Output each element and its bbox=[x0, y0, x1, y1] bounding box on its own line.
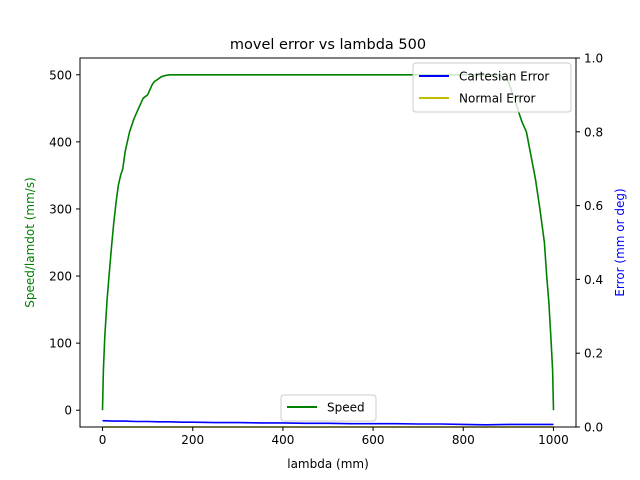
right-tick-label-0.6: 0.6 bbox=[584, 199, 603, 213]
left-tick-label-0: 0 bbox=[64, 404, 72, 418]
x-tick-label-1000: 1000 bbox=[538, 433, 569, 447]
right-tick-label-0.4: 0.4 bbox=[584, 273, 603, 287]
series-line-cartesian-error bbox=[102, 419, 554, 426]
left-tick-label-400: 400 bbox=[49, 135, 72, 149]
left-tick-label-200: 200 bbox=[49, 270, 72, 284]
right-tick-label-0: 0.0 bbox=[584, 421, 603, 435]
right-axis-ticks: 0.0 0.2 0.4 0.6 0.8 1.0 bbox=[576, 52, 603, 435]
series-line-speed bbox=[101, 74, 555, 411]
legend-upper: Cartesian Error Normal Error bbox=[412, 62, 572, 113]
legend-cartesian-label: Cartesian Error bbox=[459, 70, 549, 84]
left-tick-label-500: 500 bbox=[49, 68, 72, 82]
chart-title: movel error vs lambda 500 bbox=[230, 37, 426, 53]
left-axis-label: Speed/lamdot (mm/s) bbox=[23, 177, 37, 308]
x-tick-label-600: 600 bbox=[362, 433, 385, 447]
right-tick-label-1: 1.0 bbox=[584, 52, 603, 66]
x-tick-label-0: 0 bbox=[99, 433, 107, 447]
x-tick-label-200: 200 bbox=[181, 433, 204, 447]
right-tick-label-0.2: 0.2 bbox=[584, 347, 603, 361]
x-axis-label: lambda (mm) bbox=[287, 457, 369, 471]
legend-normal-label: Normal Error bbox=[459, 92, 536, 106]
legend-lower-box bbox=[280, 394, 377, 422]
x-tick-label-800: 800 bbox=[452, 433, 475, 447]
left-tick-label-300: 300 bbox=[49, 202, 72, 216]
plot-frame bbox=[79, 57, 577, 428]
left-axis-ticks: 0 100 200 300 400 500 bbox=[49, 68, 80, 418]
left-tick-label-100: 100 bbox=[49, 337, 72, 351]
right-tick-label-0.8: 0.8 bbox=[584, 125, 603, 139]
legend-speed-label: Speed bbox=[327, 401, 365, 415]
right-axis-label: Error (mm or deg) bbox=[613, 188, 627, 296]
legend-lower: Speed bbox=[280, 394, 377, 422]
legend-upper-box bbox=[412, 62, 572, 113]
x-axis-ticks: 0 200 400 600 800 1000 bbox=[99, 427, 569, 447]
x-tick-label-400: 400 bbox=[271, 433, 294, 447]
